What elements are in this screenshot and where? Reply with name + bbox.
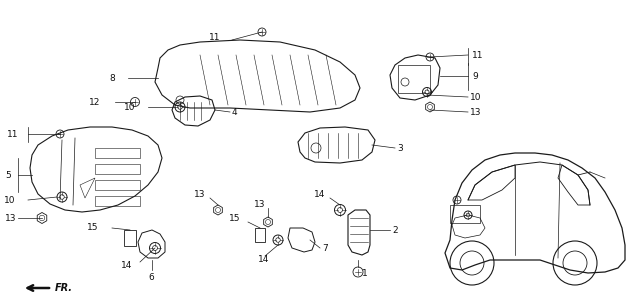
- Text: 11: 11: [6, 129, 18, 139]
- Text: 15: 15: [86, 222, 98, 232]
- Bar: [450, 205, 480, 223]
- Text: 15: 15: [228, 213, 240, 222]
- Bar: [255, 228, 265, 242]
- Text: 13: 13: [253, 200, 265, 209]
- Bar: [95, 164, 140, 174]
- Text: 13: 13: [5, 213, 17, 222]
- Bar: [124, 230, 136, 246]
- Text: 10: 10: [470, 92, 481, 102]
- Text: 5: 5: [5, 171, 11, 180]
- Bar: [95, 180, 140, 190]
- Text: 11: 11: [472, 51, 483, 59]
- Text: 1: 1: [362, 270, 368, 278]
- Text: 14: 14: [120, 261, 132, 270]
- Text: FR.: FR.: [55, 283, 73, 293]
- Text: 10: 10: [124, 103, 135, 111]
- Text: 14: 14: [314, 189, 325, 198]
- Text: 2: 2: [392, 225, 397, 234]
- Text: 14: 14: [258, 256, 269, 265]
- Text: 3: 3: [397, 144, 403, 152]
- Text: 11: 11: [209, 33, 220, 42]
- Text: 7: 7: [322, 244, 328, 253]
- Text: 12: 12: [88, 98, 100, 107]
- Bar: [95, 196, 140, 206]
- Text: 4: 4: [232, 107, 237, 116]
- Text: 9: 9: [472, 71, 477, 80]
- Bar: [398, 65, 430, 93]
- Text: 10: 10: [3, 196, 15, 205]
- Text: 13: 13: [193, 189, 205, 198]
- Text: 13: 13: [470, 107, 481, 116]
- Bar: [95, 148, 140, 158]
- Text: 8: 8: [109, 74, 115, 83]
- Text: 6: 6: [148, 273, 154, 282]
